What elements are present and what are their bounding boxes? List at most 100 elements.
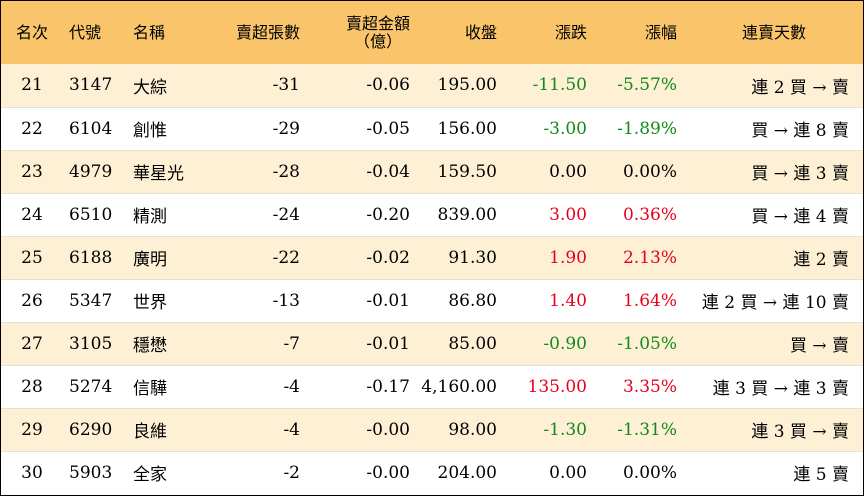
table-row: 27 3105 穩懋 -7 -0.01 85.00 -0.90 -1.05% 買… — [1, 321, 863, 365]
cell-net-sell-amount: -0.17 — [308, 364, 416, 408]
header-name: 名稱 — [133, 22, 166, 42]
cell-change: 0.00 — [505, 450, 595, 494]
cell-net-sell-lots: -7 — [209, 321, 308, 365]
header-rank: 名次 — [15, 22, 48, 42]
header-change: 漲跌 — [554, 22, 587, 42]
cell-change: -11.50 — [532, 75, 587, 96]
cell-pct-change: -1.05% — [595, 321, 685, 365]
cell-pct-change: -1.89% — [595, 106, 685, 150]
header-streak: 連賣天數 — [741, 22, 806, 42]
cell-net-sell-lots: -4 — [209, 407, 308, 451]
cell-change: 1.90 — [505, 235, 595, 279]
cell-streak: 買 → 賣 — [685, 321, 863, 365]
cell-code: 5347 — [63, 278, 129, 322]
cell-code: 4979 — [63, 149, 129, 193]
cell-pct-change: -1.31% — [595, 407, 685, 451]
cell-name: 大綜 — [133, 77, 167, 98]
cell-change: -3.00 — [505, 106, 595, 150]
cell-code: 3147 — [69, 75, 113, 96]
cell-rank: 27 — [1, 321, 63, 365]
cell-streak: 連 2 買 → 連 10 賣 — [685, 278, 863, 322]
table-body: 21 3147 大綜 -31 -0.06 195.00 -11.50 -5.57… — [1, 64, 863, 494]
table-row: 25 6188 廣明 -22 -0.02 91.30 1.90 2.13% 連 … — [1, 235, 863, 279]
cell-name: 華星光 — [129, 149, 209, 193]
cell-net-sell-lots: -31 — [272, 75, 300, 96]
cell-streak: 買 → 連 4 賣 — [685, 192, 863, 236]
table-row: 29 6290 良維 -4 -0.00 98.00 -1.30 -1.31% 連… — [1, 407, 863, 451]
cell-name: 穩懋 — [129, 321, 209, 365]
cell-code: 6104 — [63, 106, 129, 150]
cell-code: 3105 — [63, 321, 129, 365]
cell-code: 6290 — [63, 407, 129, 451]
cell-rank: 24 — [1, 192, 63, 236]
table-header: 名次 代號 名稱 賣超張數 賣超金額 （億） 收盤 漲跌 漲幅 連賣天數 — [1, 1, 863, 64]
cell-code: 5903 — [63, 450, 129, 494]
cell-net-sell-amount: -0.00 — [308, 407, 416, 451]
cell-change: -1.30 — [505, 407, 595, 451]
cell-rank: 26 — [1, 278, 63, 322]
cell-rank: 30 — [1, 450, 63, 494]
cell-streak: 連 2 賣 — [685, 235, 863, 279]
cell-close: 195.00 — [437, 75, 497, 96]
cell-close: 156.00 — [416, 106, 505, 150]
cell-code: 5274 — [63, 364, 129, 408]
cell-pct-change: -5.57% — [617, 75, 677, 96]
cell-close: 86.80 — [416, 278, 505, 322]
cell-close: 91.30 — [416, 235, 505, 279]
cell-code: 6188 — [63, 235, 129, 279]
table-row: 24 6510 精測 -24 -0.20 839.00 3.00 0.36% 買… — [1, 192, 863, 236]
header-net-sell-amount-line1: 賣超金額 — [345, 13, 410, 33]
cell-close: 85.00 — [416, 321, 505, 365]
cell-code: 6510 — [63, 192, 129, 236]
table-row: 23 4979 華星光 -28 -0.04 159.50 0.00 0.00% … — [1, 149, 863, 193]
cell-net-sell-lots: -4 — [209, 364, 308, 408]
cell-streak: 連 3 買 → 賣 — [685, 407, 863, 451]
cell-net-sell-lots: -29 — [209, 106, 308, 150]
cell-net-sell-amount: -0.00 — [308, 450, 416, 494]
header-net-sell-amount-line2: （億） — [353, 31, 402, 51]
cell-change: 0.00 — [505, 149, 595, 193]
header-net-sell-lots: 賣超張數 — [235, 22, 300, 42]
cell-close: 4,160.00 — [416, 364, 505, 408]
header-net-sell-amount-label: 賣超金額 （億） — [345, 13, 410, 51]
cell-change: 135.00 — [505, 364, 595, 408]
cell-name: 創惟 — [129, 106, 209, 150]
cell-name: 全家 — [129, 450, 209, 494]
cell-rank: 29 — [1, 407, 63, 451]
cell-rank: 21 — [21, 75, 43, 96]
cell-close: 98.00 — [416, 407, 505, 451]
cell-close: 159.50 — [416, 149, 505, 193]
header-code: 代號 — [69, 22, 102, 42]
header-row: 名次 代號 名稱 賣超張數 賣超金額 （億） 收盤 漲跌 漲幅 連賣天數 — [1, 1, 863, 64]
table-row: 21 3147 大綜 -31 -0.06 195.00 -11.50 -5.57… — [1, 64, 863, 107]
cell-name: 良維 — [129, 407, 209, 451]
cell-close: 839.00 — [416, 192, 505, 236]
cell-net-sell-lots: -13 — [209, 278, 308, 322]
cell-net-sell-amount: -0.01 — [308, 278, 416, 322]
cell-streak: 連 2 買 → 賣 — [751, 77, 849, 98]
cell-net-sell-amount: -0.05 — [308, 106, 416, 150]
cell-pct-change: 0.00% — [595, 450, 685, 494]
cell-net-sell-lots: -24 — [209, 192, 308, 236]
cell-pct-change: 0.36% — [595, 192, 685, 236]
cell-name: 信驊 — [129, 364, 209, 408]
header-close: 收盤 — [464, 22, 497, 42]
cell-change: 3.00 — [505, 192, 595, 236]
cell-change: 1.40 — [505, 278, 595, 322]
cell-name: 精測 — [129, 192, 209, 236]
cell-rank: 25 — [1, 235, 63, 279]
cell-streak: 連 5 賣 — [685, 450, 863, 494]
cell-net-sell-amount: -0.02 — [308, 235, 416, 279]
cell-close: 204.00 — [416, 450, 505, 494]
table-row: 28 5274 信驊 -4 -0.17 4,160.00 135.00 3.35… — [1, 364, 863, 408]
cell-net-sell-amount: -0.01 — [308, 321, 416, 365]
cell-streak: 買 → 連 3 賣 — [685, 149, 863, 193]
cell-name: 世界 — [129, 278, 209, 322]
header-pct-change: 漲幅 — [644, 22, 677, 42]
cell-pct-change: 0.00% — [595, 149, 685, 193]
cell-streak: 連 3 買 → 連 3 賣 — [685, 364, 863, 408]
header-net-sell-amount: 賣超金額 （億） — [308, 1, 416, 64]
cell-net-sell-amount: -0.20 — [308, 192, 416, 236]
